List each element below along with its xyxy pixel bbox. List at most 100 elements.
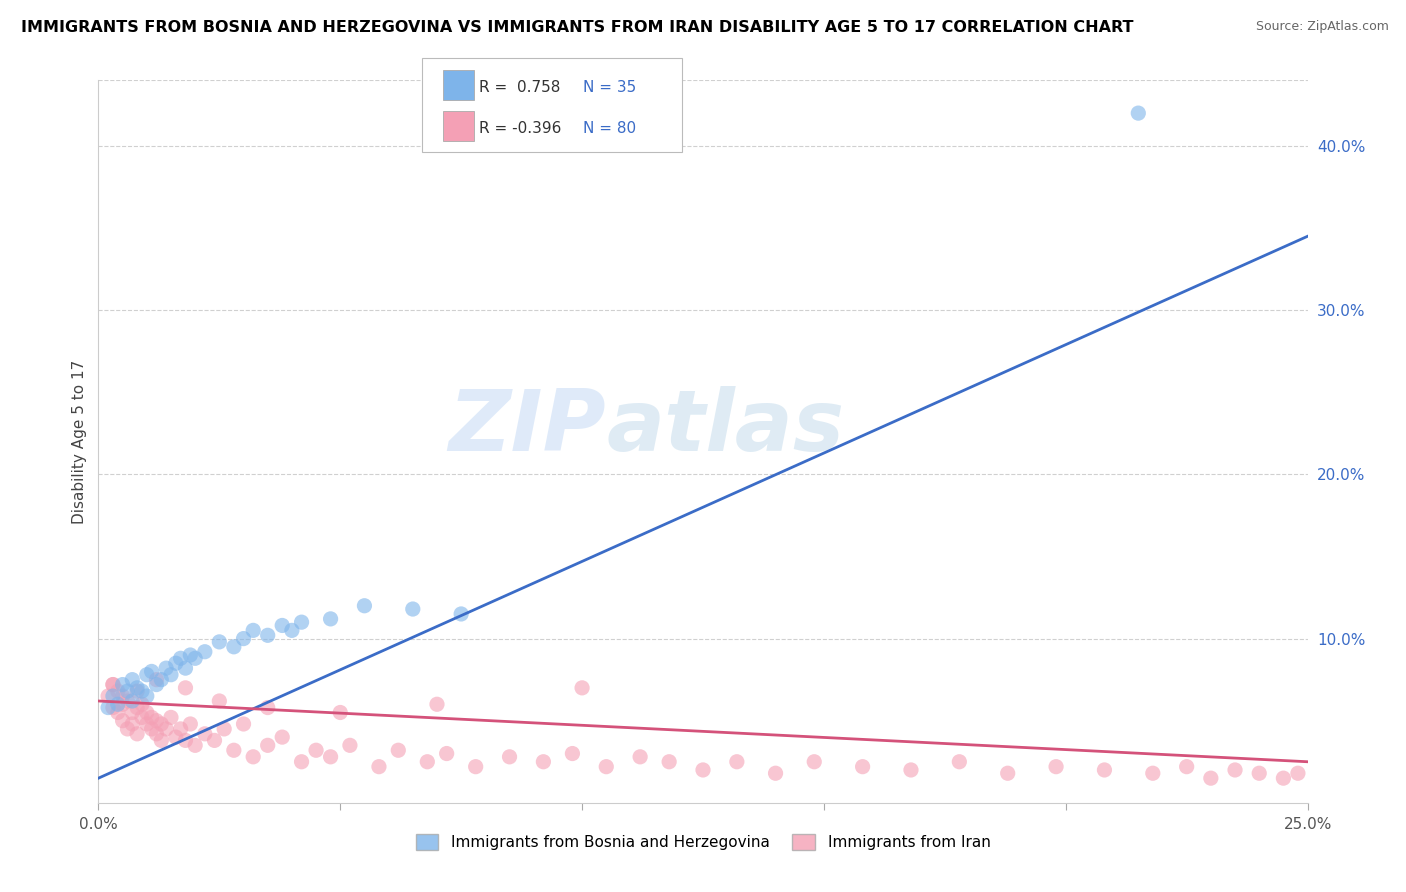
Point — [179, 648, 201, 662]
Point — [184, 651, 207, 665]
Point — [111, 689, 134, 703]
Point — [145, 727, 167, 741]
Text: IMMIGRANTS FROM BOSNIA AND HERZEGOVINA VS IMMIGRANTS FROM IRAN DISABILITY AGE 5 : IMMIGRANTS FROM BOSNIA AND HERZEGOVINA V… — [21, 20, 1133, 35]
Point — [256, 739, 278, 753]
Point — [117, 694, 139, 708]
Point — [1045, 760, 1067, 774]
Point — [145, 714, 167, 728]
Point — [692, 763, 714, 777]
Point — [111, 698, 134, 712]
Point — [725, 755, 748, 769]
Point — [127, 727, 149, 741]
Point — [111, 714, 134, 728]
Text: Source: ZipAtlas.com: Source: ZipAtlas.com — [1256, 20, 1389, 33]
Point — [107, 684, 129, 698]
Point — [121, 694, 143, 708]
Point — [194, 645, 217, 659]
Point — [803, 755, 825, 769]
Point — [1286, 766, 1309, 780]
Point — [1175, 760, 1198, 774]
Point — [765, 766, 787, 780]
Point — [416, 755, 439, 769]
Point — [256, 700, 278, 714]
Point — [117, 684, 139, 698]
Point — [948, 755, 970, 769]
Point — [150, 733, 173, 747]
Point — [232, 632, 254, 646]
Point — [131, 710, 153, 724]
Point — [169, 651, 191, 665]
Point — [571, 681, 593, 695]
Point — [232, 717, 254, 731]
Point — [531, 755, 554, 769]
Point — [1094, 763, 1116, 777]
Legend: Immigrants from Bosnia and Herzegovina, Immigrants from Iran: Immigrants from Bosnia and Herzegovina, … — [409, 829, 997, 856]
Point — [169, 722, 191, 736]
Point — [145, 673, 167, 687]
Point — [179, 717, 201, 731]
Point — [1128, 106, 1150, 120]
Point — [242, 624, 264, 638]
Point — [117, 722, 139, 736]
Point — [97, 700, 120, 714]
Point — [450, 607, 472, 621]
Text: R = -0.396: R = -0.396 — [479, 121, 562, 136]
Point — [135, 689, 157, 703]
Point — [160, 667, 183, 681]
Point — [101, 689, 124, 703]
Point — [305, 743, 328, 757]
Point — [222, 640, 245, 654]
Point — [135, 706, 157, 720]
Point — [368, 760, 391, 774]
Point — [1272, 771, 1295, 785]
Point — [155, 661, 177, 675]
Point — [222, 743, 245, 757]
Point — [256, 628, 278, 642]
Point — [464, 760, 486, 774]
Point — [174, 661, 197, 675]
Point — [107, 698, 129, 712]
Point — [426, 698, 449, 712]
Point — [1199, 771, 1222, 785]
Point — [174, 681, 197, 695]
Point — [184, 739, 207, 753]
Point — [155, 722, 177, 736]
Point — [997, 766, 1019, 780]
Point — [121, 717, 143, 731]
Text: R =  0.758: R = 0.758 — [479, 80, 561, 95]
Point — [242, 749, 264, 764]
Point — [290, 615, 312, 630]
Point — [141, 710, 163, 724]
Point — [353, 599, 375, 613]
Point — [852, 760, 875, 774]
Point — [160, 710, 183, 724]
Point — [290, 755, 312, 769]
Point — [150, 717, 173, 731]
Point — [204, 733, 226, 747]
Point — [135, 667, 157, 681]
Point — [127, 700, 149, 714]
Point — [101, 677, 124, 691]
Point — [127, 681, 149, 695]
Text: ZIP: ZIP — [449, 385, 606, 468]
Point — [127, 684, 149, 698]
Point — [141, 665, 163, 679]
Point — [271, 730, 294, 744]
Point — [1142, 766, 1164, 780]
Point — [135, 717, 157, 731]
Point — [329, 706, 352, 720]
Point — [101, 677, 124, 691]
Point — [402, 602, 425, 616]
Point — [561, 747, 583, 761]
Point — [141, 722, 163, 736]
Text: atlas: atlas — [606, 385, 845, 468]
Point — [319, 612, 342, 626]
Point — [339, 739, 361, 753]
Point — [208, 694, 231, 708]
Point — [150, 673, 173, 687]
Point — [111, 677, 134, 691]
Point — [212, 722, 235, 736]
Y-axis label: Disability Age 5 to 17: Disability Age 5 to 17 — [72, 359, 87, 524]
Point — [194, 727, 217, 741]
Point — [900, 763, 922, 777]
